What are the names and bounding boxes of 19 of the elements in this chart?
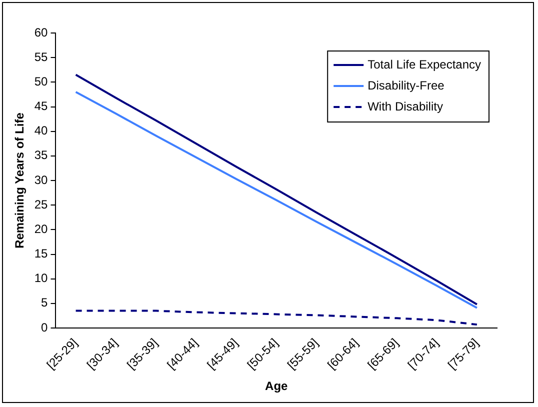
x-axis-title: Age xyxy=(265,379,288,394)
legend-label: Disability-Free xyxy=(368,78,445,92)
line-series xyxy=(74,310,478,326)
y-tick-label: 15 xyxy=(34,246,48,261)
legend-label: Total Life Expectancy xyxy=(368,57,482,72)
y-tick-label: 10 xyxy=(34,271,48,286)
y-axis-title: Remaining Years of Life xyxy=(12,112,27,248)
y-tick-label: 20 xyxy=(34,222,48,236)
y-tick-label: 60 xyxy=(34,25,48,40)
y-tick-label: 30 xyxy=(34,172,48,187)
y-tick-label: 50 xyxy=(34,74,48,88)
y-tick-label: 40 xyxy=(34,124,48,138)
y-tick-label: 55 xyxy=(34,50,48,64)
y-tick-label: 25 xyxy=(34,197,48,212)
y-tick-label: 5 xyxy=(41,296,48,310)
y-tick-label: 45 xyxy=(34,99,48,114)
y-tick-label: 35 xyxy=(34,148,48,162)
legend-label: With Disability xyxy=(368,99,443,114)
y-tick-label: 0 xyxy=(41,320,48,334)
